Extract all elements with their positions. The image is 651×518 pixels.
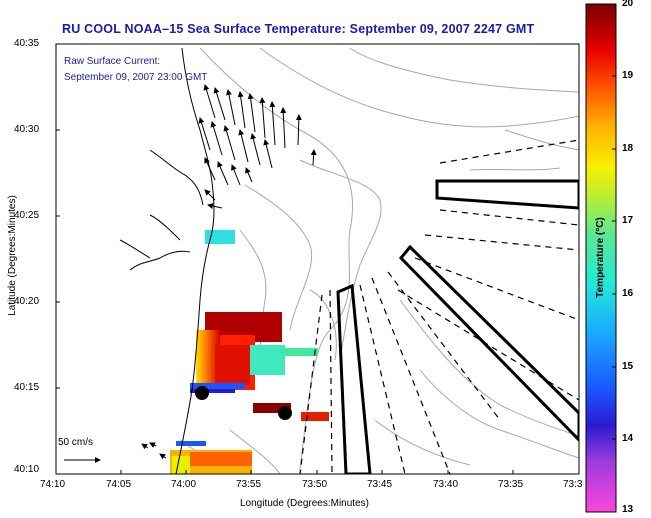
- colorbar-label: Temperature (°C): [594, 217, 606, 298]
- colorbar-tick: 19: [622, 70, 634, 81]
- lon-tick: 73:3: [563, 479, 583, 490]
- current-time: September 09, 2007 23:00 GMT: [64, 72, 208, 83]
- sst-field: [170, 230, 329, 474]
- colorbar-ticks: [612, 75, 616, 440]
- lon-tick: 74:00: [171, 479, 197, 490]
- lon-tick: 73:40: [433, 479, 459, 490]
- current-label: Raw Surface Current:: [64, 56, 161, 67]
- x-axis-label: Longitude (Degrees:Minutes): [240, 498, 369, 509]
- colorbar: [585, 3, 617, 513]
- radar-wedges: [336, 179, 579, 474]
- lon-tick: 73:45: [367, 479, 393, 490]
- lon-tick: 73:55: [236, 479, 262, 490]
- colorbar-tick: 14: [622, 433, 634, 444]
- colorbar-tick: 16: [622, 288, 634, 299]
- lon-tick: 74:10: [40, 479, 66, 490]
- map-area: [56, 44, 579, 474]
- colorbar-tick: 15: [622, 361, 634, 372]
- lat-tick: 40:15: [14, 382, 40, 393]
- lon-tick: 73:35: [498, 479, 524, 490]
- bathymetry-contours: [179, 47, 579, 474]
- map-title: RU COOL NOAA–15 Sea Surface Temperature:…: [62, 22, 535, 36]
- lat-tick: 40:35: [14, 38, 40, 49]
- colorbar-tick: 13: [622, 504, 634, 515]
- colorbar-tick: 20: [622, 0, 634, 9]
- lon-tick: 73:50: [302, 479, 328, 490]
- current-vectors: [141, 84, 317, 460]
- colorbar-tick: 17: [622, 215, 634, 226]
- colorbar-tick: 18: [622, 143, 634, 154]
- axis-ticks: [56, 43, 514, 475]
- scale-label: 50 cm/s: [58, 437, 94, 448]
- lat-tick: 40:30: [14, 124, 40, 135]
- lat-tick: 40:10: [14, 464, 40, 475]
- lon-tick: 74:05: [106, 479, 132, 490]
- lat-tick: 40:20: [14, 296, 40, 307]
- coastline: [119, 47, 215, 474]
- lat-tick: 40:25: [14, 210, 40, 221]
